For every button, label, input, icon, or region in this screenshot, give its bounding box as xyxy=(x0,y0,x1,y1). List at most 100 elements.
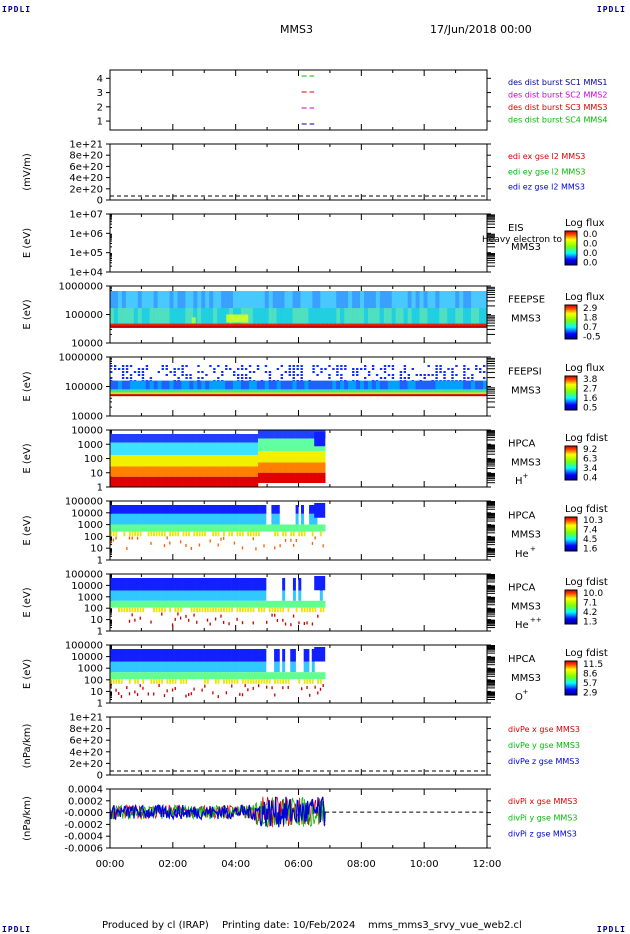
cell xyxy=(147,442,151,456)
cell xyxy=(336,308,341,325)
cell xyxy=(263,513,267,525)
cell xyxy=(276,438,280,452)
cell xyxy=(407,323,412,327)
cell xyxy=(306,672,310,680)
cell xyxy=(222,505,226,514)
cell xyxy=(451,323,456,327)
cell xyxy=(260,578,264,591)
cell xyxy=(169,455,173,467)
cell xyxy=(209,513,213,525)
cell xyxy=(317,524,321,532)
cell xyxy=(112,442,116,456)
cell xyxy=(298,679,301,684)
cell xyxy=(240,380,246,390)
cell xyxy=(252,537,254,541)
cell xyxy=(113,389,119,393)
cell xyxy=(209,539,211,543)
cell xyxy=(308,392,313,395)
cell xyxy=(328,377,331,379)
y-tick-label: 2 xyxy=(97,102,103,113)
cell xyxy=(190,466,194,477)
cell xyxy=(360,368,363,370)
cell xyxy=(158,476,162,488)
cell xyxy=(317,691,319,695)
cell xyxy=(155,607,158,613)
cell xyxy=(190,442,194,456)
cell xyxy=(303,679,306,684)
cell xyxy=(236,394,242,397)
cell xyxy=(190,590,194,601)
cell xyxy=(190,476,194,488)
cell xyxy=(263,672,267,680)
cell xyxy=(319,672,323,680)
cell xyxy=(427,392,432,395)
cell xyxy=(451,389,456,393)
cell xyxy=(166,590,170,601)
cell xyxy=(139,600,143,608)
cell xyxy=(276,661,280,673)
y-tick-label: 1000 xyxy=(78,520,103,531)
cell xyxy=(303,524,307,532)
cell xyxy=(112,476,116,488)
species-label: O xyxy=(515,692,523,703)
cell xyxy=(171,455,175,467)
cell xyxy=(225,389,230,393)
cell xyxy=(120,600,124,608)
cell xyxy=(165,392,170,395)
cell xyxy=(165,325,170,328)
cell xyxy=(314,451,318,463)
cell xyxy=(316,325,321,328)
cell xyxy=(451,325,456,328)
cell xyxy=(268,323,274,327)
cell xyxy=(247,649,251,662)
cell xyxy=(319,590,323,601)
cell xyxy=(447,308,452,325)
cell xyxy=(475,368,478,370)
cell xyxy=(340,365,343,367)
cell xyxy=(352,394,357,397)
cell xyxy=(153,524,157,532)
cell xyxy=(206,600,210,608)
cell xyxy=(309,672,313,680)
cell xyxy=(411,368,414,370)
cell xyxy=(209,578,213,591)
cell xyxy=(271,430,275,439)
cell xyxy=(483,365,486,367)
cell xyxy=(249,672,253,680)
cell xyxy=(288,368,291,370)
cell xyxy=(284,672,288,680)
cell xyxy=(296,323,301,327)
cell xyxy=(201,513,205,525)
cell xyxy=(222,590,226,601)
cell xyxy=(136,679,139,684)
cell xyxy=(284,380,289,390)
y-tick-label: 8e+20 xyxy=(69,151,103,162)
cell xyxy=(292,531,295,537)
cell xyxy=(336,394,341,397)
cell xyxy=(120,505,124,514)
colorbar-tick-label: 10.0 xyxy=(583,589,603,599)
cell xyxy=(121,392,127,395)
cell xyxy=(233,389,238,393)
cell xyxy=(324,325,329,328)
y-tick-label: 1000000 xyxy=(58,282,103,293)
cell xyxy=(188,649,192,662)
cell xyxy=(123,455,127,467)
y-tick-label: 100 xyxy=(84,675,103,686)
cell xyxy=(120,661,124,673)
cell xyxy=(206,661,210,673)
cell xyxy=(395,308,400,325)
footer-printing-date: Printing date: 10/Feb/2024 xyxy=(222,920,356,931)
cell xyxy=(110,434,113,443)
cell xyxy=(255,649,259,662)
cell xyxy=(479,323,484,327)
cell xyxy=(220,649,224,662)
cell xyxy=(236,649,240,662)
cell xyxy=(322,524,326,532)
cell xyxy=(209,524,213,532)
cell xyxy=(157,371,161,373)
cell xyxy=(306,451,310,463)
cell xyxy=(179,540,182,544)
cell xyxy=(118,679,120,684)
cell xyxy=(431,394,436,397)
